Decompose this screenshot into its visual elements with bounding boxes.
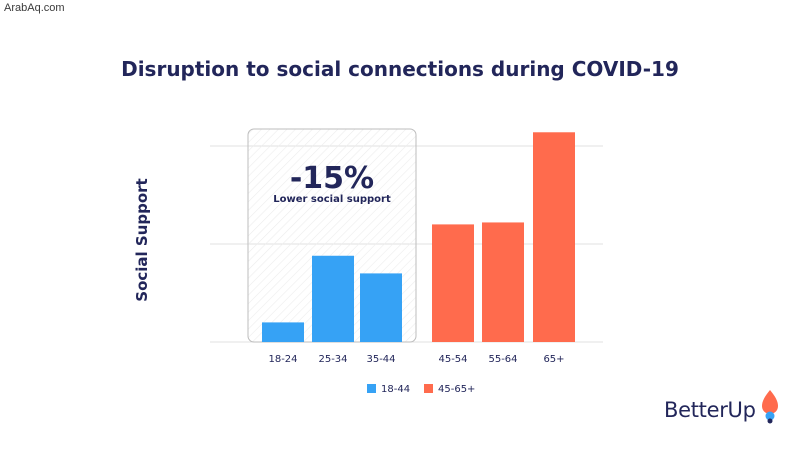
- bar-45-54: [432, 224, 474, 342]
- legend-label: 18-44: [381, 384, 410, 395]
- bar-25-34: [312, 255, 354, 342]
- watermark: ArabAq.com: [4, 2, 65, 14]
- brand-logo-text: BetterUp: [664, 398, 756, 422]
- annotation-value: -15%: [290, 161, 374, 196]
- bar-18-24: [262, 322, 304, 342]
- chart-title: Disruption to social connections during …: [121, 57, 679, 81]
- bar-65+: [533, 132, 575, 342]
- annotation-text: Lower social support: [273, 194, 391, 205]
- x-tick-label: 55-64: [488, 354, 517, 365]
- x-tick-label: 18-24: [268, 354, 297, 365]
- x-tick-label: 35-44: [366, 354, 395, 365]
- bar-35-44: [360, 273, 402, 342]
- legend-swatch: [367, 384, 376, 393]
- drop-icon: [762, 390, 778, 424]
- legend-swatch: [424, 384, 433, 393]
- bar-55-64: [482, 222, 524, 342]
- x-tick-label: 25-34: [318, 354, 347, 365]
- x-tick-label: 65+: [543, 354, 564, 365]
- legend-label: 45-65+: [438, 384, 475, 395]
- x-tick-label: 45-54: [438, 354, 467, 365]
